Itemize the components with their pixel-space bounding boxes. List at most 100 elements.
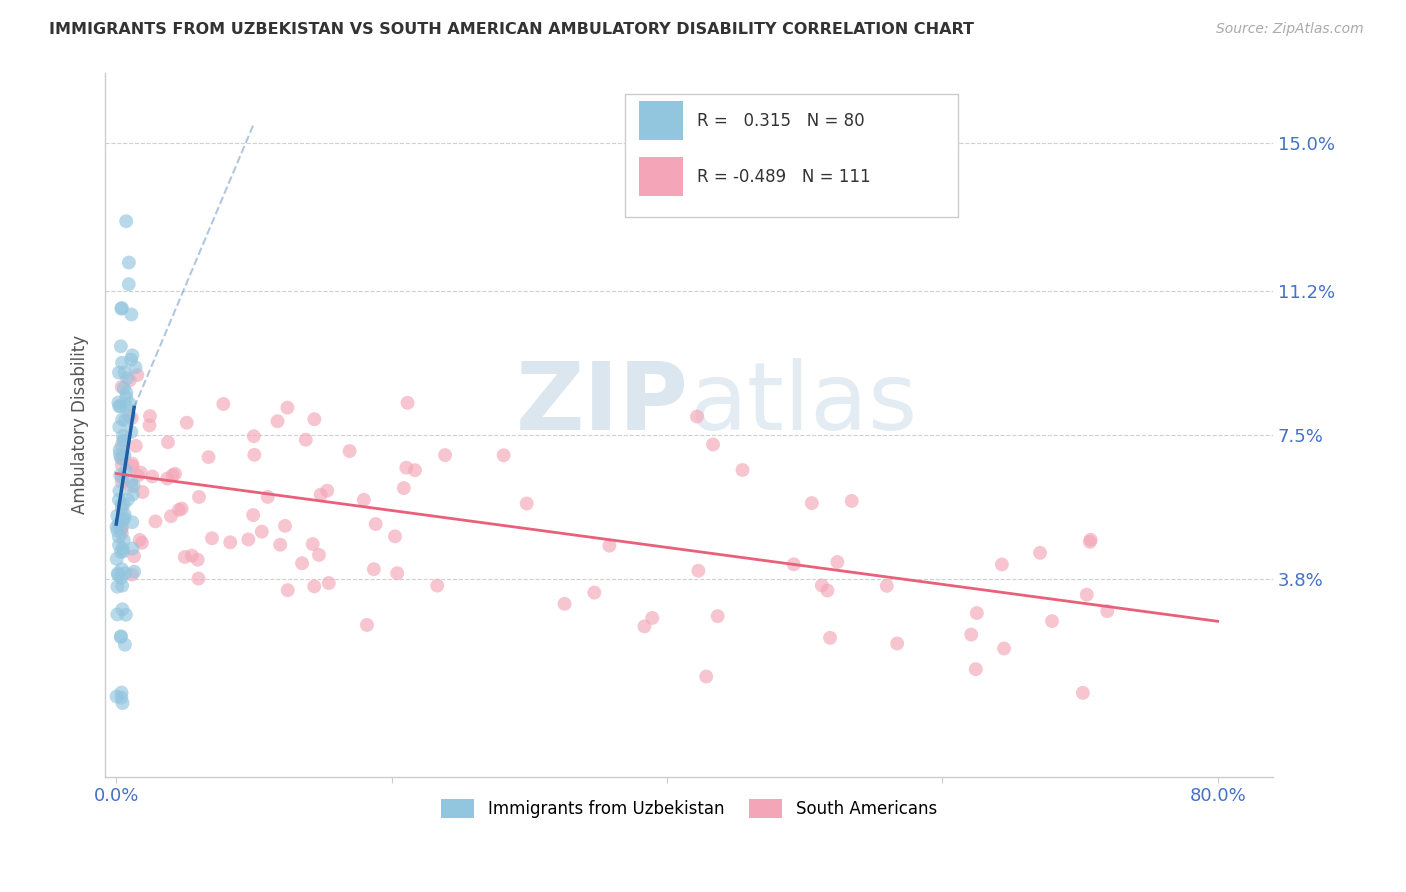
Point: [156, 435, 179, 450]
Point: [105, 580, 128, 594]
Point: [118, 277, 141, 292]
Point: [110, 400, 132, 414]
Point: [122, 479, 145, 493]
Point: [110, 690, 132, 705]
Point: [395, 460, 418, 475]
Point: [120, 352, 142, 367]
Point: [219, 535, 242, 549]
Point: [125, 439, 148, 453]
Point: [115, 391, 138, 405]
Point: [118, 409, 141, 424]
Point: [111, 451, 134, 466]
Point: [112, 533, 135, 548]
Point: [108, 399, 131, 413]
Point: [364, 517, 387, 532]
Point: [131, 485, 153, 500]
Point: [173, 549, 195, 564]
Point: [1029, 546, 1052, 560]
Point: [105, 690, 128, 704]
Point: [434, 448, 457, 462]
Point: [1095, 604, 1118, 618]
Point: [120, 425, 142, 439]
Point: [114, 448, 136, 462]
Point: [160, 509, 183, 524]
Point: [991, 558, 1014, 572]
Point: [114, 366, 136, 380]
Point: [188, 490, 211, 504]
Point: [686, 409, 709, 424]
Point: [108, 442, 131, 457]
Point: [112, 544, 135, 558]
Point: [120, 475, 142, 489]
Point: [108, 492, 131, 507]
Text: R =   0.315   N = 80: R = 0.315 N = 80: [697, 112, 865, 130]
Point: [800, 496, 823, 510]
Point: [277, 583, 299, 598]
Point: [641, 611, 664, 625]
Point: [107, 516, 129, 531]
Point: [121, 348, 143, 362]
Text: R = -0.489   N = 111: R = -0.489 N = 111: [697, 169, 870, 186]
Point: [118, 373, 141, 387]
Point: [111, 541, 134, 556]
Point: [1040, 614, 1063, 628]
Bar: [638, 101, 683, 140]
Point: [108, 420, 131, 434]
Point: [841, 494, 863, 508]
Point: [108, 447, 131, 461]
Point: [111, 602, 134, 616]
Point: [170, 501, 193, 516]
Point: [110, 545, 132, 559]
FancyBboxPatch shape: [624, 94, 957, 218]
Point: [141, 469, 163, 483]
Point: [111, 498, 134, 512]
Point: [121, 411, 143, 425]
Point: [180, 549, 202, 563]
Point: [238, 533, 260, 547]
Point: [598, 539, 620, 553]
Point: [162, 468, 184, 483]
Point: [111, 438, 134, 452]
Point: [304, 579, 326, 593]
Point: [145, 515, 167, 529]
Point: [356, 618, 378, 632]
Point: [115, 400, 138, 414]
Point: [121, 541, 143, 556]
Point: [139, 409, 162, 423]
Point: [107, 395, 129, 409]
Text: Source: ZipAtlas.com: Source: ZipAtlas.com: [1216, 22, 1364, 37]
Point: [384, 529, 406, 543]
Point: [212, 397, 235, 411]
Point: [250, 524, 273, 539]
Point: [114, 566, 136, 581]
Point: [167, 503, 190, 517]
Point: [110, 685, 132, 699]
Point: [108, 538, 131, 552]
Point: [702, 437, 724, 451]
Point: [110, 629, 132, 643]
Point: [818, 631, 841, 645]
Point: [105, 607, 128, 622]
Point: [120, 479, 142, 493]
Point: [731, 463, 754, 477]
Point: [960, 627, 983, 641]
Point: [121, 515, 143, 529]
Point: [706, 609, 728, 624]
Point: [124, 565, 146, 579]
Point: [886, 636, 908, 650]
Point: [426, 579, 449, 593]
Point: [811, 578, 834, 592]
Point: [339, 444, 361, 458]
Point: [110, 339, 132, 353]
Point: [815, 583, 838, 598]
Point: [304, 412, 326, 426]
Point: [243, 448, 266, 462]
Point: [111, 429, 134, 443]
Point: [583, 585, 606, 599]
Legend: Immigrants from Uzbekistan, South Americans: Immigrants from Uzbekistan, South Americ…: [434, 792, 943, 825]
Point: [112, 511, 135, 525]
Point: [688, 564, 710, 578]
Point: [111, 412, 134, 426]
Point: [965, 662, 987, 676]
Point: [404, 463, 426, 477]
